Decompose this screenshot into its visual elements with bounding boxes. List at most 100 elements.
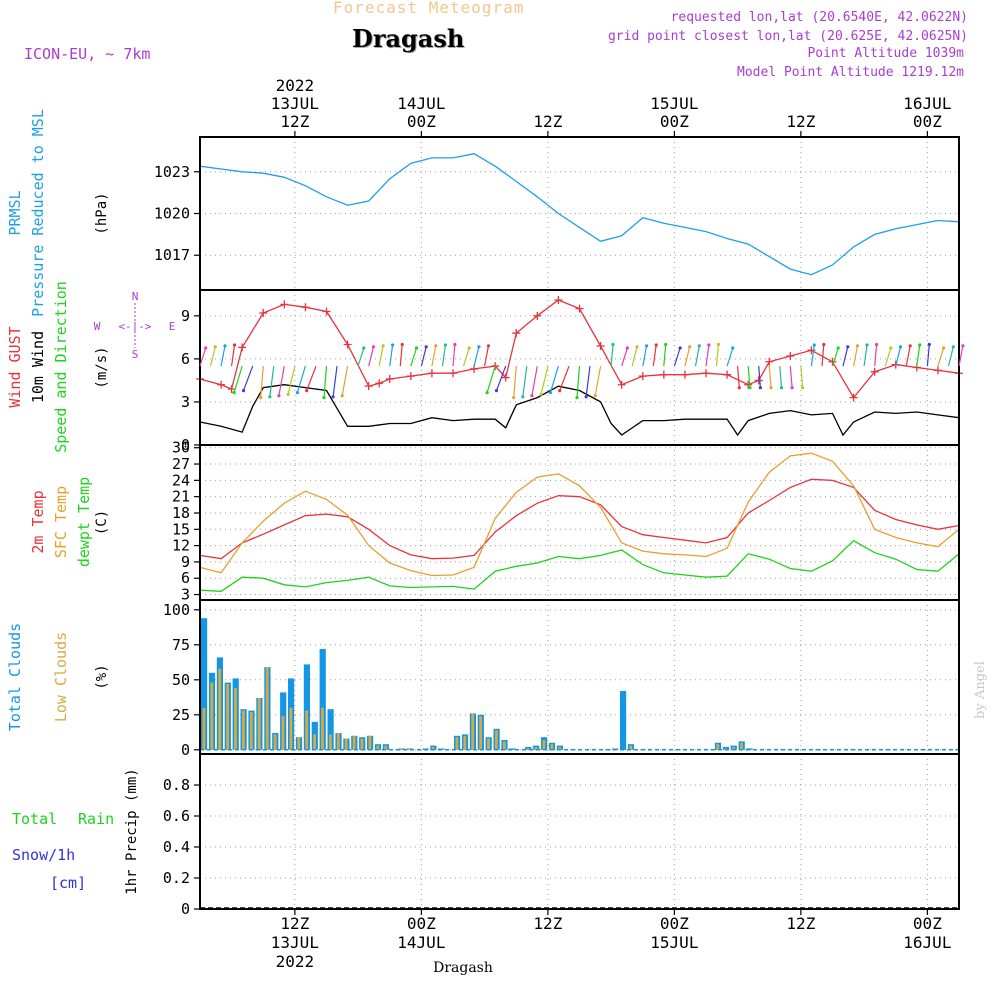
compass-west: W <box>94 320 101 333</box>
wind-ytick-label-3: 9 <box>181 307 190 325</box>
clouds-low-bar <box>265 667 269 750</box>
meteogram-title: Forecast Meteogram <box>333 0 525 17</box>
precip-ytick-label-4: 0.8 <box>163 776 190 794</box>
wind-arrow-head <box>812 343 816 347</box>
wind-gust-marker <box>754 376 763 385</box>
bottom-tick-label-4: 12Z <box>786 914 815 933</box>
clouds-low-bar <box>360 738 364 750</box>
clouds-low-bar <box>542 740 546 750</box>
precip-legend-1: Rain <box>78 810 114 828</box>
wind-arrow <box>410 347 418 367</box>
temperature-plot-area <box>200 445 959 600</box>
wind-gust-marker <box>322 307 331 316</box>
pressure-ytick-label-0: 1017 <box>154 246 190 264</box>
wind-arrow <box>306 365 317 391</box>
wind-gust-marker <box>501 373 510 382</box>
wind-gust-marker <box>638 372 647 381</box>
pressure-legend-0: PRMSL <box>6 190 24 235</box>
top-tick-label-3: 15JUL <box>650 94 698 113</box>
pressure-ylabel: (hPa) <box>94 192 110 234</box>
wind-arrow-head <box>836 346 840 350</box>
wind-gust-marker <box>491 362 500 371</box>
wind-arrow <box>540 365 549 395</box>
pressure-ytick-label-1: 1020 <box>154 205 190 223</box>
wind-arrow-head <box>232 391 236 395</box>
wind-arrow-head <box>575 396 579 400</box>
bottom-tick-label-0: 12Z <box>280 914 309 933</box>
wind-gust-marker <box>659 370 668 379</box>
top-tick-label-5: 16JUL <box>903 94 951 113</box>
wind-arrow <box>652 344 657 367</box>
clouds-low-bar <box>273 734 277 750</box>
wind-arrow-head <box>961 344 965 348</box>
temperature-2m-line <box>199 478 960 560</box>
wind-arrow <box>926 344 930 367</box>
wind-arrow-head <box>769 386 773 390</box>
footer-station: Dragash <box>433 960 493 976</box>
wind-arrow <box>576 366 581 398</box>
wind-arrow-head <box>548 391 553 395</box>
wind-gust-marker <box>702 369 710 378</box>
wind-arrow <box>642 345 648 367</box>
temperature-ytick-label-4: 15 <box>172 520 190 538</box>
wind-arrow <box>462 347 470 367</box>
clouds-low-bar <box>716 744 720 750</box>
wind-gust-marker <box>512 329 521 338</box>
wind-gust-marker <box>765 357 774 366</box>
clouds-low-bar <box>455 737 459 750</box>
wind-arrow-head <box>539 392 543 396</box>
top-tick-label-3: 00Z <box>660 112 689 131</box>
wind-gust-marker <box>217 380 226 389</box>
wind-arrow <box>874 344 878 367</box>
pressure-ytick-label-2: 1023 <box>154 163 190 181</box>
clouds-legend-1: Low Clouds <box>52 632 70 722</box>
compass-north: N <box>132 290 139 303</box>
top-tick-label-1: 00Z <box>407 112 436 131</box>
wind-arrow-head <box>512 396 516 400</box>
wind-arrow-head <box>340 394 344 398</box>
bottom-tick-label-0: 2022 <box>276 952 315 971</box>
temperature-ytick-label-2: 9 <box>181 553 190 571</box>
model-label: ICON-EU, ~ 7km <box>24 45 151 63</box>
temperature-ytick-label-9: 30 <box>172 439 190 457</box>
wind-ytick-label-1: 3 <box>181 393 190 411</box>
clouds-low-bar <box>487 738 490 750</box>
clouds-low-bar <box>329 734 332 750</box>
wind-arrow <box>323 366 328 398</box>
clouds-low-bar <box>479 716 482 750</box>
temperature-sfc-line <box>199 452 960 577</box>
bottom-tick-label-0: 13JUL <box>271 933 319 952</box>
pressure-series-0-line <box>199 153 960 276</box>
wind-arrow <box>452 344 456 367</box>
credit-label: by Angel <box>973 661 988 719</box>
wind-arrow <box>789 366 793 388</box>
wind-gust-marker <box>680 370 689 379</box>
temperature-ytick-label-5: 18 <box>172 504 190 522</box>
wind-arrow-head <box>716 342 721 347</box>
wind-arrow-head <box>414 346 419 350</box>
wind-arrow <box>853 345 859 367</box>
grid-point: grid point closest lon,lat (20.625E, 42.… <box>607 29 968 44</box>
wind-arrow-head <box>322 396 326 400</box>
wind-arrow-head <box>362 346 366 350</box>
wind-arrow <box>399 344 403 367</box>
wind-arrow-head <box>424 345 428 349</box>
wind-compass: N W <-|-> E S <box>94 290 176 361</box>
wind-arrow <box>916 344 921 367</box>
wind-gust-marker <box>533 311 542 320</box>
wind-arrow <box>357 347 365 367</box>
bottom-tick-label-5: 00Z <box>913 914 942 933</box>
clouds-ytick-label-4: 100 <box>163 601 190 619</box>
wind-gust-marker <box>933 366 942 375</box>
wind-arrow <box>220 345 226 367</box>
wind-arrow <box>368 346 375 367</box>
wind-ytick-label-2: 6 <box>181 350 190 368</box>
temperature-ytick-label-1: 6 <box>181 569 190 587</box>
wind-arrow-head <box>822 342 826 347</box>
clouds-low-bar <box>534 747 538 750</box>
wind-arrow <box>495 365 507 391</box>
point-altitude: Point Altitude 1039m <box>807 46 964 61</box>
clouds-low-bar <box>495 730 498 750</box>
clouds-low-bar <box>732 747 735 750</box>
